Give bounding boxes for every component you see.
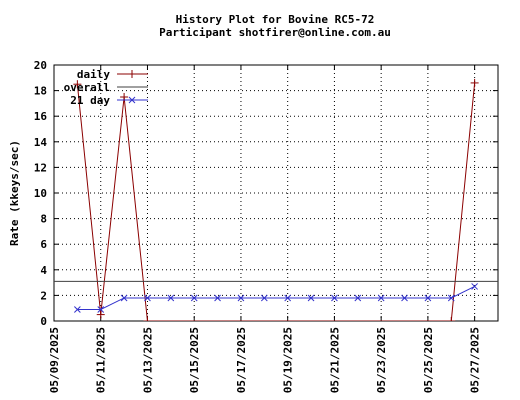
x-tick-label: 05/09/2025	[48, 327, 61, 393]
grid	[54, 65, 498, 321]
x-marker	[97, 306, 105, 313]
y-tick-label: 20	[34, 59, 47, 72]
x-tick-label: 05/21/2025	[328, 327, 341, 393]
x-tick-label: 05/25/2025	[422, 327, 435, 393]
y-tick-label: 2	[40, 289, 47, 302]
x-marker	[284, 294, 292, 302]
x-marker	[447, 294, 455, 302]
legend-label: daily	[77, 68, 110, 81]
x-tick-label: 05/11/2025	[95, 327, 108, 393]
x-marker	[471, 283, 478, 290]
y-tick-label: 0	[40, 315, 47, 328]
chart-subtitle: Participant shotfirer@online.com.au	[159, 26, 391, 39]
series-line	[77, 285, 475, 310]
x-marker	[190, 294, 198, 302]
x-tick-label: 05/27/2025	[469, 327, 482, 393]
x-tick-label: 05/23/2025	[375, 327, 388, 393]
x-marker	[354, 294, 362, 302]
x-marker	[214, 294, 221, 302]
x-marker	[260, 294, 268, 302]
x-tick-label: 05/13/2025	[141, 327, 154, 393]
x-marker	[144, 294, 151, 302]
series-clip-group	[54, 78, 498, 321]
y-tick-label: 18	[34, 85, 47, 98]
x-marker	[120, 294, 128, 302]
y-tick-label: 14	[34, 136, 48, 149]
chart-title: History Plot for Bovine RC5-72	[176, 13, 375, 26]
y-tick-label: 4	[40, 264, 47, 277]
series-21-day	[74, 283, 478, 313]
x-marker	[424, 294, 432, 302]
x-marker	[401, 294, 408, 302]
x-marker	[331, 294, 338, 302]
x-marker	[377, 294, 385, 302]
x-marker	[128, 96, 136, 104]
legend-label: overall	[64, 81, 110, 94]
y-tick-label: 6	[40, 238, 47, 251]
y-tick-label: 10	[34, 187, 47, 200]
x-marker	[167, 294, 175, 302]
x-marker	[237, 294, 245, 302]
x-tick-label: 05/15/2025	[188, 327, 201, 393]
x-tick-label: 05/17/2025	[235, 327, 248, 393]
series-layer	[54, 78, 498, 321]
y-tick-label: 8	[40, 213, 47, 226]
legend-label: 21 day	[70, 94, 110, 107]
y-tick-label: 12	[34, 161, 47, 174]
x-tick-label: 05/19/2025	[282, 327, 295, 393]
series-line	[76, 82, 476, 321]
plot-border	[53, 64, 499, 322]
x-marker	[74, 306, 81, 313]
y-axis-label: Rate (kkeys/sec)	[8, 140, 21, 246]
x-marker	[307, 294, 315, 302]
y-tick-label: 16	[34, 110, 48, 123]
